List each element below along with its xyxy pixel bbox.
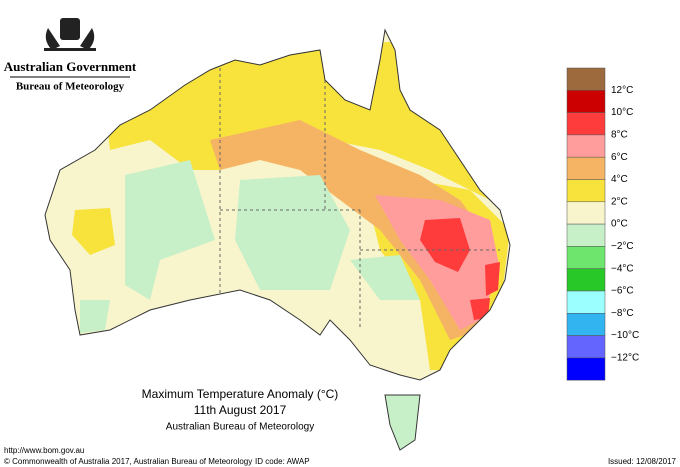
legend-swatch xyxy=(566,201,606,225)
legend-label: 2°C xyxy=(611,196,628,207)
footer-issued: Issued: 12/08/2017 xyxy=(608,457,677,466)
legend-swatch xyxy=(566,156,606,180)
legend-swatch xyxy=(566,290,606,314)
government-name: Australian Government xyxy=(4,59,137,74)
legend-label: −2°C xyxy=(611,241,634,252)
legend-swatch xyxy=(566,179,606,203)
legend-swatch xyxy=(566,223,606,247)
legend-label: −6°C xyxy=(611,286,634,297)
map-title: Maximum Temperature Anomaly (°C) xyxy=(142,387,339,401)
footer-url: http://www.bom.gov.au xyxy=(4,446,84,455)
coastline xyxy=(44,28,511,381)
legend-swatch xyxy=(566,313,606,336)
legend-label: 6°C xyxy=(611,152,628,163)
legend-swatch xyxy=(566,335,606,359)
legend-label: −10°C xyxy=(611,330,639,341)
legend-swatch xyxy=(566,67,606,91)
legend: 12°C 10°C 8°C 6°C 4°C 2°C 0°C −2°C −4°C −6°C −8°C −… xyxy=(566,67,639,381)
footer-copyright: © Commonwealth of Australia 2017, Austra… xyxy=(4,457,252,466)
legend-swatch xyxy=(566,246,606,269)
legend-swatch xyxy=(566,112,606,136)
map-date: 11th August 2017 xyxy=(194,403,287,417)
legend-label: −8°C xyxy=(611,308,634,319)
legend-swatch xyxy=(566,357,606,381)
legend-label: 0°C xyxy=(611,219,628,230)
legend-label: 12°C xyxy=(611,85,633,96)
footer-id-code: ID code: AWAP xyxy=(255,457,310,466)
legend-swatch xyxy=(566,90,606,113)
tasmania xyxy=(384,394,421,451)
legend-label: −4°C xyxy=(611,263,634,274)
map-source: Australian Bureau of Meteorology xyxy=(166,422,314,433)
legend-label: 4°C xyxy=(611,174,628,185)
crest xyxy=(44,18,96,51)
legend-swatch xyxy=(566,134,606,158)
agency-name: Bureau of Meteorology xyxy=(16,81,125,93)
legend-label: 8°C xyxy=(611,130,628,141)
legend-label: −12°C xyxy=(611,353,639,364)
legend-label: 10°C xyxy=(611,107,633,118)
legend-swatch xyxy=(566,268,606,292)
